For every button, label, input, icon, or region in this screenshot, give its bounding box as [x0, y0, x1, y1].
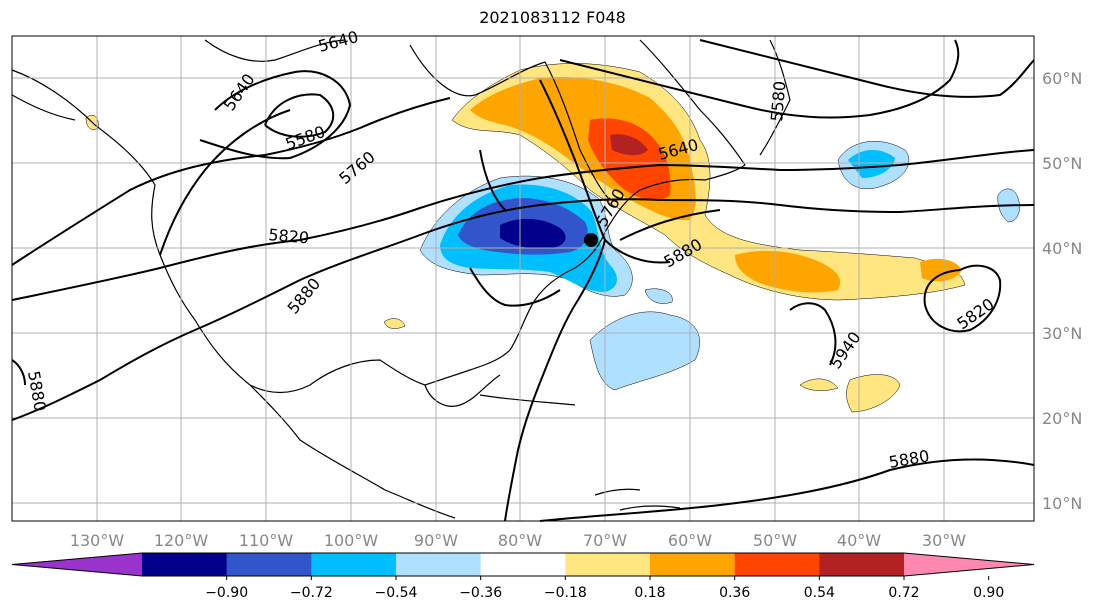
positive-anomaly-darkred — [610, 134, 648, 156]
colorbar-segment — [734, 553, 820, 576]
colorbar-segment — [819, 553, 905, 576]
colorbar-tick-label: 0.36 — [719, 585, 750, 601]
colorbar-extend-max — [904, 553, 1034, 576]
colorbar-segment — [480, 553, 566, 576]
positive-anomaly-small3 — [383, 318, 406, 329]
lat-tick-label: 10°N — [1042, 494, 1082, 513]
positive-anomaly-small2 — [799, 378, 839, 391]
lon-tick-label: 50°W — [753, 531, 797, 550]
contour-label: 5880 — [887, 446, 930, 472]
positive-anomaly-orange-east2 — [920, 258, 962, 282]
lon-tick-label: 70°W — [583, 531, 627, 550]
colorbar-outline — [11, 552, 1035, 577]
lat-tick-label: 40°N — [1042, 239, 1082, 258]
colorbar-tick-label: 0.18 — [634, 585, 665, 601]
positive-anomaly-orange-east — [735, 250, 841, 293]
contour-label: 5880 — [24, 369, 50, 412]
positive-anomaly-red — [588, 118, 671, 201]
map-title: 2021083112 F048 — [479, 8, 626, 27]
lon-tick-label: 80°W — [498, 531, 542, 550]
lon-tick-label: 130°W — [70, 531, 125, 550]
map-frame — [11, 35, 1035, 522]
contour-label: 5580 — [283, 122, 328, 154]
colorbar-tick-label: −0.36 — [459, 585, 502, 601]
lon-tick-label: 100°W — [324, 531, 379, 550]
height-contours — [11, 39, 1035, 522]
colorbar-segment — [565, 553, 651, 576]
colorbar-tick-label: 0.90 — [973, 585, 1004, 601]
lon-tick-label: 120°W — [154, 531, 209, 550]
longitude-tick-labels: 130°W 120°W 110°W 100°W 90°W 80°W 70°W 6… — [70, 531, 966, 550]
contour-label: 5580 — [767, 80, 789, 122]
colorbar-tick-label: −0.72 — [290, 585, 333, 601]
colorbar-tick-label: 0.54 — [804, 585, 835, 601]
colorbar-segment — [311, 553, 397, 576]
gridlines — [12, 36, 1034, 521]
negative-anomaly-atlantic — [589, 311, 700, 391]
lon-tick-label: 60°W — [668, 531, 712, 550]
coastlines — [11, 39, 791, 519]
lon-tick-label: 30°W — [922, 531, 966, 550]
colorbar: −0.90 −0.72 −0.54 −0.36 −0.18 0.18 0.36 0.54 0.7… — [11, 552, 1035, 601]
negative-anomaly-north-mid — [848, 149, 895, 178]
colorbar-segment — [650, 553, 736, 576]
colorbar-segment — [142, 553, 228, 576]
lon-tick-label: 90°W — [414, 531, 458, 550]
lat-tick-label: 30°N — [1042, 324, 1082, 343]
lat-tick-label: 50°N — [1042, 154, 1082, 173]
colorbar-segment — [226, 553, 312, 576]
anomaly-shading — [85, 63, 1020, 413]
contour-label: 5760 — [335, 147, 378, 188]
colorbar-tick-label: −0.90 — [205, 585, 248, 601]
colorbar-segment — [396, 553, 482, 576]
colorbar-tick-label: −0.54 — [375, 585, 418, 601]
colorbar-tick-label: 0.72 — [888, 585, 919, 601]
lat-tick-label: 20°N — [1042, 409, 1082, 428]
lat-tick-label: 60°N — [1042, 69, 1082, 88]
contour-label: 5880 — [284, 274, 325, 317]
latitude-tick-labels: 60°N 50°N 40°N 30°N 20°N 10°N — [1042, 69, 1082, 513]
colorbar-tick-label: −0.18 — [544, 585, 587, 601]
negative-anomaly-extreme — [500, 218, 566, 249]
negative-anomaly-atlantic2 — [644, 288, 673, 304]
positive-anomaly-small — [846, 374, 901, 413]
lon-tick-label: 40°W — [837, 531, 881, 550]
colorbar-extend-min — [12, 553, 142, 576]
contour-label: 5640 — [220, 70, 259, 114]
contour-label: 5820 — [268, 225, 310, 247]
lon-tick-label: 110°W — [239, 531, 294, 550]
low-center-marker — [584, 233, 598, 247]
contour-label: 5640 — [316, 27, 360, 56]
